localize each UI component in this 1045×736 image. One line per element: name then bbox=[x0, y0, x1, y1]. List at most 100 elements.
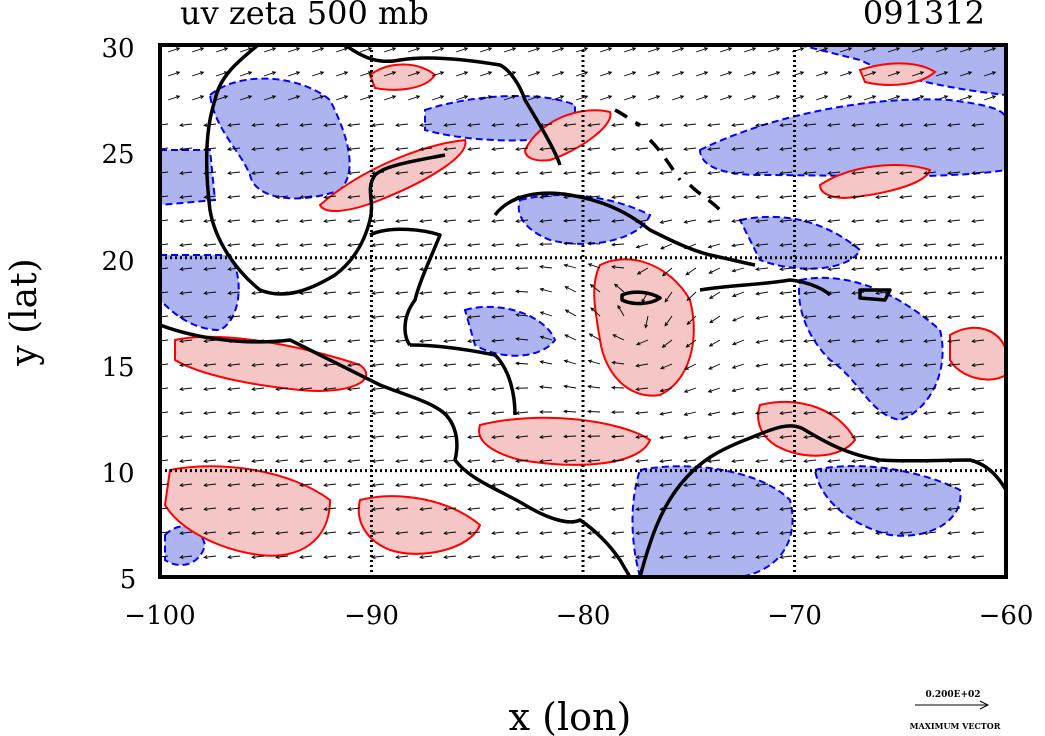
wind-vector bbox=[972, 459, 985, 462]
wind-vector bbox=[708, 507, 721, 510]
coastline-florida bbox=[344, 45, 562, 166]
wind-vector-head bbox=[251, 339, 256, 343]
wind-vector bbox=[492, 195, 505, 198]
wind-vector-head bbox=[227, 147, 232, 151]
plot-frame bbox=[158, 43, 1008, 579]
wind-vector bbox=[228, 195, 241, 198]
coastline-central-america bbox=[160, 323, 632, 577]
wind-vector bbox=[516, 243, 529, 246]
wind-vector bbox=[815, 47, 828, 53]
wind-vector-head bbox=[727, 47, 733, 51]
wind-vector-head bbox=[803, 291, 808, 295]
wind-vector bbox=[924, 315, 937, 318]
wind-vector-head bbox=[463, 95, 469, 99]
wind-vector bbox=[935, 95, 948, 101]
wind-vector-head bbox=[803, 267, 808, 271]
wind-vector-head bbox=[515, 337, 520, 341]
wind-vector-head bbox=[443, 531, 448, 535]
wind-vector-head bbox=[419, 171, 424, 175]
wind-vector bbox=[324, 435, 337, 438]
wind-vector-head bbox=[203, 435, 208, 439]
wind-vector bbox=[551, 95, 564, 101]
wind-vector-head bbox=[731, 459, 736, 463]
wind-vector-head bbox=[443, 147, 448, 151]
wind-vector bbox=[876, 555, 889, 558]
wind-vector-head bbox=[827, 243, 832, 247]
wind-vector bbox=[228, 267, 241, 270]
wind-vector bbox=[300, 315, 313, 318]
wind-vector bbox=[252, 411, 265, 414]
wind-vector bbox=[204, 435, 217, 438]
wind-vector-head bbox=[708, 270, 713, 274]
wind-vector bbox=[516, 435, 529, 438]
wind-vector bbox=[180, 339, 193, 342]
wind-vector bbox=[204, 507, 217, 510]
wind-vector-head bbox=[943, 95, 949, 99]
wind-vector-head bbox=[539, 287, 544, 292]
wind-vector bbox=[300, 507, 313, 510]
wind-vector-head bbox=[419, 435, 424, 439]
wind-vector bbox=[684, 531, 697, 534]
wind-vector-head bbox=[467, 483, 472, 487]
wind-vector bbox=[924, 387, 937, 390]
wind-vector-head bbox=[655, 47, 661, 51]
wind-vector bbox=[732, 363, 745, 369]
wind-vector bbox=[228, 387, 241, 390]
wind-vector-head bbox=[203, 555, 208, 559]
wind-vector-head bbox=[323, 411, 328, 415]
wind-vector bbox=[660, 147, 673, 150]
wind-vector-head bbox=[491, 338, 496, 343]
wind-vector bbox=[359, 95, 372, 101]
wind-vector-head bbox=[875, 363, 880, 367]
wind-vector bbox=[444, 531, 457, 534]
wind-vector-head bbox=[971, 387, 976, 391]
wind-vector bbox=[228, 171, 241, 174]
wind-vector-head bbox=[275, 171, 280, 175]
wind-vector-head bbox=[875, 219, 880, 223]
wind-vector-head bbox=[539, 531, 544, 535]
wind-vector-head bbox=[827, 483, 832, 487]
wind-vector bbox=[780, 387, 793, 390]
wind-vector bbox=[540, 147, 553, 150]
wind-vector-head bbox=[203, 267, 208, 271]
wind-vector bbox=[276, 387, 289, 390]
wind-vector-head bbox=[539, 459, 544, 463]
wind-vector bbox=[468, 555, 481, 558]
wind-vector bbox=[372, 291, 385, 294]
wind-vector bbox=[420, 435, 433, 438]
wind-vector-head bbox=[586, 241, 592, 246]
wind-vector-head bbox=[275, 363, 280, 367]
wind-vector bbox=[300, 267, 313, 270]
wind-vector bbox=[743, 47, 756, 53]
wind-vector-head bbox=[971, 147, 976, 151]
wind-vector-head bbox=[755, 411, 760, 415]
wind-vector bbox=[575, 71, 588, 77]
wind-vector bbox=[492, 387, 505, 390]
wind-vector-head bbox=[707, 195, 712, 199]
wind-vector bbox=[564, 483, 577, 486]
wind-vector-head bbox=[779, 459, 784, 463]
wind-vector-head bbox=[227, 267, 232, 271]
wind-vector-head bbox=[564, 334, 569, 338]
wind-vector-head bbox=[347, 219, 352, 223]
wind-vector-head bbox=[947, 483, 952, 487]
wind-vector-head bbox=[827, 147, 832, 151]
wind-vector bbox=[959, 95, 972, 101]
wind-vector-head bbox=[779, 363, 784, 367]
wind-vector-head bbox=[395, 243, 400, 247]
wind-vector bbox=[732, 147, 745, 150]
wind-vector bbox=[276, 243, 289, 246]
wind-vector bbox=[719, 95, 732, 101]
wind-vector bbox=[660, 483, 673, 486]
wind-vector-head bbox=[439, 71, 445, 75]
wind-vector bbox=[924, 267, 937, 270]
wind-vector bbox=[407, 47, 420, 53]
wind-vector-head bbox=[755, 483, 760, 487]
wind-vector bbox=[636, 339, 649, 346]
wind-vector bbox=[587, 411, 601, 413]
wind-vector bbox=[204, 411, 217, 414]
wind-vector bbox=[276, 147, 289, 150]
wind-vector bbox=[612, 507, 625, 510]
wind-vector bbox=[372, 219, 385, 222]
wind-vector bbox=[420, 315, 433, 318]
